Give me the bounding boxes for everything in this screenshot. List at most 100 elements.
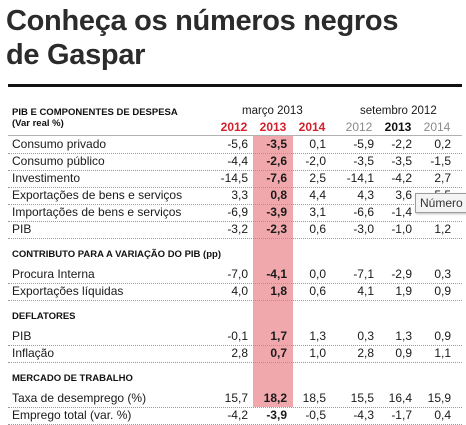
row-value: 0,9 [395, 346, 412, 360]
row-value: -6,6 [353, 205, 374, 219]
row-value: -1,4 [391, 205, 412, 219]
row-value: 1,3 [309, 329, 326, 343]
table-row: Investimento -14,5 -7,6 2,5 -14,1 -4,2 2,7 [8, 170, 462, 188]
page-title: Conheça os números negros de Gaspar [6, 4, 398, 72]
year-header: 2012 [220, 120, 248, 134]
row-label: Investimento [12, 171, 81, 185]
row-value: -3,5 [391, 154, 412, 168]
row-value: -7,0 [227, 267, 248, 281]
year-header: 2013 [259, 120, 287, 134]
row-label: PIB [12, 222, 32, 236]
period-label-1: março 2013 [242, 105, 303, 117]
table-row: Exportações líquidas 4,0 1,8 0,6 4,1 1,9 0,9 [8, 283, 462, 301]
row-value: -3,5 [266, 137, 287, 151]
row-label: PIB [12, 329, 32, 343]
row-value: -5,9 [353, 137, 374, 151]
row-value: -4,1 [266, 267, 287, 281]
header-divider [8, 135, 462, 136]
row-value: 15,7 [224, 391, 248, 405]
row-label: Exportações de bens e serviços [12, 188, 183, 202]
row-value: -2,3 [266, 222, 287, 236]
row-value: 0,3 [357, 329, 374, 343]
row-value: 0,9 [434, 284, 451, 298]
row-value: -3,9 [266, 205, 287, 219]
row-value: -2,9 [391, 267, 412, 281]
year-header: 2012 [345, 120, 373, 134]
row-label: Inflação [12, 346, 55, 360]
row-value: 0,4 [434, 408, 451, 422]
table-row: Exportações de bens e serviços 3,3 0,8 4,4 4… [8, 187, 462, 205]
top-rule [8, 84, 462, 87]
row-label: Procura Interna [12, 267, 95, 281]
row-label: Emprego total (var. %) [12, 408, 132, 422]
row-value: -0,1 [227, 329, 248, 343]
row-value: 4,3 [357, 188, 374, 202]
section-title: MERCADO DE TRABALHO [12, 373, 133, 384]
row-label: Importações de bens e serviços [12, 205, 182, 219]
row-label: Consumo público [12, 154, 105, 168]
table-row: Consumo público -4,4 -2,6 -2,0 -3,5 -3,5 -1,5 [8, 153, 462, 171]
row-value: -1,7 [391, 408, 412, 422]
row-value: 18,2 [263, 391, 287, 405]
row-label: Exportações líquidas [12, 284, 124, 298]
row-label: Taxa de desemprego (%) [12, 391, 147, 405]
row-value: 0,2 [434, 137, 451, 151]
year-header: 2013 [384, 120, 412, 134]
row-value: 2,8 [231, 346, 248, 360]
table-row: PIB -0,1 1,7 1,3 0,3 1,3 0,9 [8, 328, 462, 346]
row-value: 0,9 [434, 329, 451, 343]
row-value: 2,7 [434, 171, 451, 185]
row-value: -6,9 [227, 205, 248, 219]
year-header: 2014 [423, 120, 451, 134]
row-value: -4,2 [227, 408, 248, 422]
row-value: 16,4 [388, 391, 412, 405]
table-row: PIB -3,2 -2,3 0,6 -3,0 -1,0 1,2 [8, 221, 462, 239]
row-value: 4,4 [309, 188, 326, 202]
row-value: 15,5 [350, 391, 374, 405]
row-value: 1,8 [270, 284, 287, 298]
row-value: -3,5 [353, 154, 374, 168]
row-value: -2,0 [305, 154, 326, 168]
row-value: 1,1 [434, 346, 451, 360]
table-row: Consumo privado -5,6 -3,5 0,1 -5,9 -2,2 0,2 [8, 136, 462, 154]
row-value: 4,1 [357, 284, 374, 298]
row-value: 2,5 [309, 171, 326, 185]
table-row: Importações de bens e serviços -6,9 -3,9 3,… [8, 204, 462, 222]
table-header-left: PIB E COMPONENTES DE DESPESA (Var real %… [12, 107, 178, 129]
row-value: -4,4 [227, 154, 248, 168]
row-value: 0,0 [309, 267, 326, 281]
row-value: 0,7 [270, 346, 287, 360]
row-value: 4,0 [231, 284, 248, 298]
header-subtitle: (Var real %) [12, 118, 64, 129]
row-value: -7,1 [353, 267, 374, 281]
row-value: -2,2 [391, 137, 412, 151]
tooltip: Número [415, 193, 466, 213]
row-value: 0,8 [270, 188, 287, 202]
section-title: DEFLATORES [12, 311, 76, 322]
row-value: 0,1 [309, 137, 326, 151]
row-value: -2,6 [266, 154, 287, 168]
title-line-1: Conheça os números negros [6, 5, 399, 37]
section-title: CONTRIBUTO PARA A VARIAÇÃO DO PIB (pp) [12, 249, 221, 260]
row-value: -4,3 [353, 408, 374, 422]
row-value: 1,7 [270, 329, 287, 343]
table-row: Emprego total (var. %) -4,2 -3,9 -0,5 -4,3 -1… [8, 407, 462, 425]
row-value: 2,8 [357, 346, 374, 360]
row-value: -1,0 [391, 222, 412, 236]
row-value: -3,2 [227, 222, 248, 236]
row-value: -14,1 [346, 171, 374, 185]
row-value: 1,0 [309, 346, 326, 360]
row-value: 3,1 [309, 205, 326, 219]
row-value: -5,6 [227, 137, 248, 151]
row-value: -7,6 [266, 171, 287, 185]
row-value: 0,6 [309, 284, 326, 298]
table-row: Taxa de desemprego (%) 15,7 18,2 18,5 15,5 16… [8, 390, 462, 408]
row-value: 3,3 [231, 188, 248, 202]
row-value: 1,3 [395, 329, 412, 343]
table-row: Procura Interna -7,0 -4,1 0,0 -7,1 -2,9 0,3 [8, 266, 462, 284]
row-value: 18,5 [302, 391, 326, 405]
row-value: 1,9 [395, 284, 412, 298]
header-title: PIB E COMPONENTES DE DESPESA [12, 107, 178, 118]
year-header: 2014 [298, 120, 326, 134]
row-value: 3,6 [395, 188, 412, 202]
